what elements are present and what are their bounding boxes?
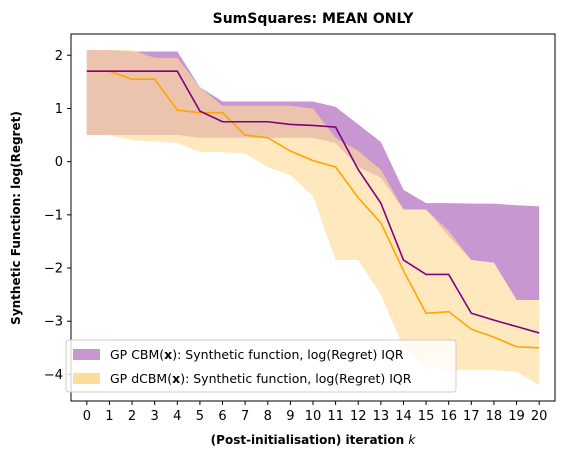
legend-swatch-2	[73, 373, 100, 384]
y-tick-label: −4	[44, 368, 63, 383]
x-tick-label: 18	[486, 409, 503, 424]
median-lines	[86, 70, 540, 349]
y-tick-label: 0	[55, 155, 63, 170]
x-tick-label: 20	[531, 409, 548, 424]
chart-title: SumSquares: MEAN ONLY	[213, 11, 415, 27]
legend-label-1: GP CBM(x): Synthetic function, log(Regre…	[110, 347, 404, 362]
iqr-bands	[86, 49, 540, 386]
x-tick-label: 13	[373, 409, 390, 424]
x-tick-label: 5	[196, 409, 204, 424]
legend-box	[65, 339, 457, 393]
x-tick-label: 10	[305, 409, 322, 424]
x-tick-label: 17	[463, 409, 480, 424]
x-tick-label: 9	[286, 409, 294, 424]
x-tick-label: 3	[151, 409, 159, 424]
iqr-band-2	[86, 49, 540, 386]
legend-swatch-1	[73, 349, 100, 360]
x-tick-label: 11	[327, 409, 344, 424]
x-tick-label: 12	[350, 409, 367, 424]
y-tick-label: 2	[55, 49, 63, 64]
x-tick-label: 4	[173, 409, 181, 424]
x-tick-label: 19	[508, 409, 525, 424]
y-tick-label: −2	[44, 262, 63, 277]
x-tick-label: 0	[83, 409, 91, 424]
y-tick-label: −3	[44, 315, 63, 330]
x-tick-label: 8	[264, 409, 272, 424]
x-tick-label: 16	[440, 409, 457, 424]
x-tick-label: 14	[395, 409, 412, 424]
median-line-2	[86, 70, 540, 349]
x-tick-label: 6	[218, 409, 226, 424]
x-tick-label: 1	[105, 409, 113, 424]
median-line-1	[86, 70, 540, 334]
x-tick-label: 2	[128, 409, 136, 424]
y-tick-label: −1	[44, 208, 63, 223]
y-axis-label: Synthetic Function: log(Regret)	[9, 111, 23, 325]
y-axis-ticks: 2 1 0 −1 −2 −3 −4	[44, 49, 71, 383]
x-tick-label: 15	[418, 409, 435, 424]
x-axis-label: (Post-initialisation) iteration k	[211, 433, 417, 447]
legend-label-2: GP dCBM(x): Synthetic function, log(Regr…	[110, 371, 412, 386]
x-tick-label: 7	[241, 409, 249, 424]
legend: GP CBM(x): Synthetic function, log(Regre…	[65, 339, 457, 393]
x-axis-ticks: 0 1 2 3 4 5 6 7 8 9 10 11 12 13 14 15 16 17 18 19 20	[83, 401, 548, 424]
y-tick-label: 1	[55, 102, 63, 117]
